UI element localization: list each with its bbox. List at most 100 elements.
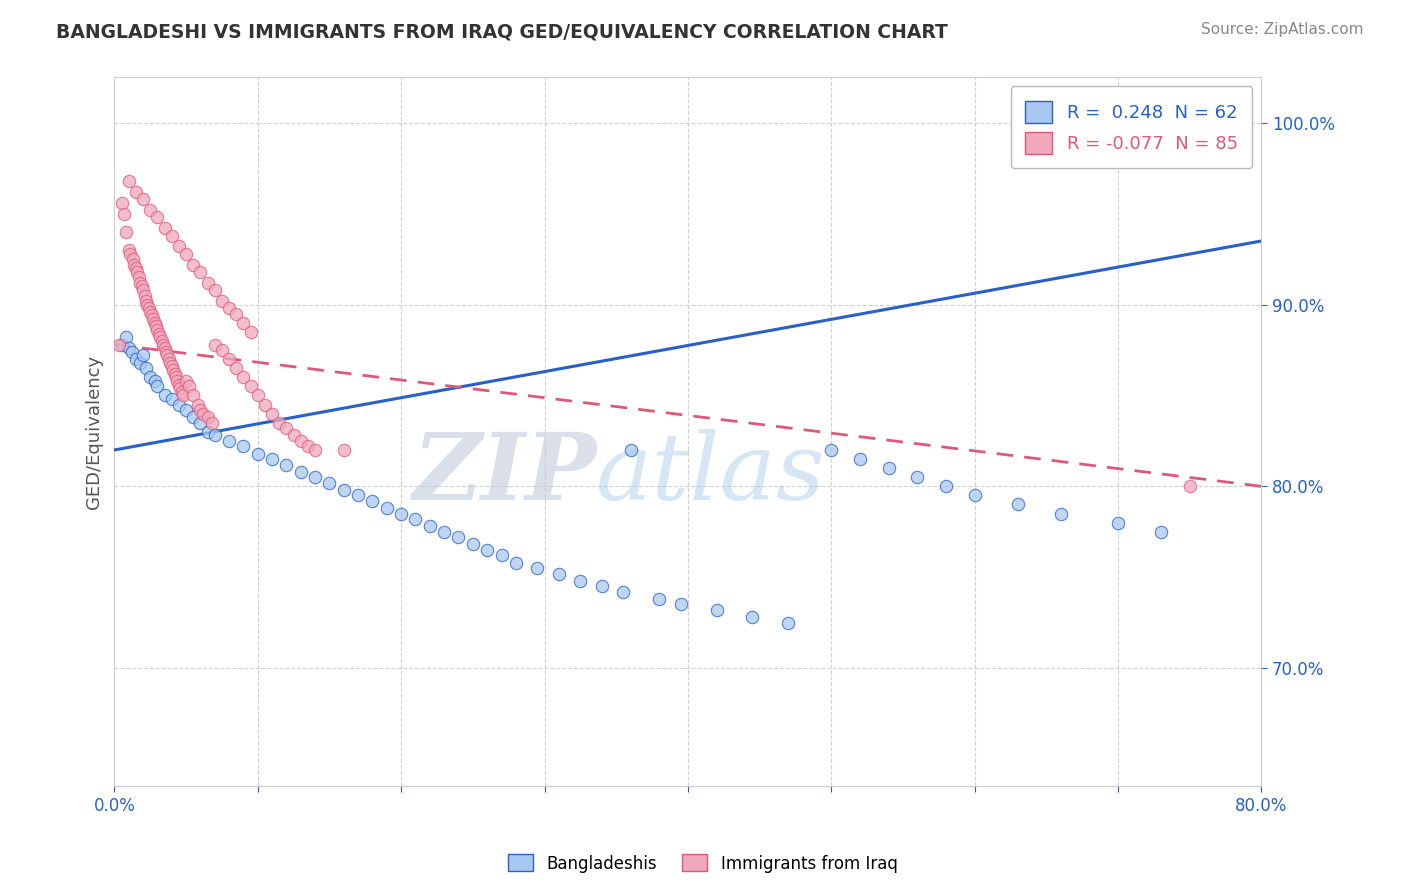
Point: [239, 325, 262, 339]
Point: [232, 316, 254, 330]
Point: [269, 416, 291, 430]
Point: [619, 442, 641, 457]
Point: [190, 403, 212, 417]
Point: [146, 379, 169, 393]
Point: [190, 416, 212, 430]
Point: [110, 337, 132, 351]
Point: [669, 598, 692, 612]
Point: [333, 483, 356, 497]
Point: [849, 452, 872, 467]
Point: [648, 591, 671, 606]
Point: [612, 584, 634, 599]
Point: [167, 377, 190, 392]
Point: [187, 398, 209, 412]
Point: [181, 410, 204, 425]
Point: [1192, 116, 1215, 130]
Point: [820, 442, 842, 457]
Point: [197, 425, 219, 439]
Point: [262, 452, 284, 467]
Point: [174, 374, 197, 388]
Point: [166, 374, 188, 388]
Point: [253, 398, 276, 412]
Point: [153, 221, 176, 235]
Point: [160, 392, 183, 406]
Point: [347, 488, 370, 502]
Point: [304, 470, 326, 484]
Point: [135, 293, 157, 308]
Point: [122, 252, 145, 267]
Point: [419, 519, 441, 533]
Point: [134, 288, 156, 302]
Point: [447, 530, 470, 544]
Point: [118, 243, 141, 257]
Text: atlas: atlas: [596, 429, 825, 519]
Point: [905, 470, 928, 484]
Point: [167, 239, 190, 253]
Point: [135, 361, 157, 376]
Point: [157, 352, 180, 367]
Point: [149, 330, 172, 344]
Point: [129, 356, 152, 370]
Point: [125, 185, 148, 199]
Point: [127, 265, 149, 279]
Point: [232, 370, 254, 384]
Point: [218, 352, 240, 367]
Point: [114, 207, 136, 221]
Point: [304, 442, 326, 457]
Text: BANGLADESHI VS IMMIGRANTS FROM IRAQ GED/EQUIVALENCY CORRELATION CHART: BANGLADESHI VS IMMIGRANTS FROM IRAQ GED/…: [56, 22, 948, 41]
Point: [118, 174, 141, 188]
Point: [1178, 479, 1201, 493]
Point: [433, 524, 456, 539]
Legend: Bangladeshis, Immigrants from Iraq: Bangladeshis, Immigrants from Iraq: [502, 847, 904, 880]
Point: [174, 403, 197, 417]
Point: [174, 246, 197, 260]
Point: [591, 579, 613, 593]
Point: [201, 416, 224, 430]
Point: [197, 276, 219, 290]
Point: [148, 326, 170, 341]
Point: [276, 458, 298, 472]
Point: [160, 228, 183, 243]
Point: [129, 276, 152, 290]
Point: [1150, 524, 1173, 539]
Point: [153, 341, 176, 355]
Point: [146, 323, 169, 337]
Point: [405, 512, 427, 526]
Point: [181, 258, 204, 272]
Point: [333, 442, 356, 457]
Point: [547, 566, 569, 581]
Point: [172, 388, 194, 402]
Point: [963, 488, 986, 502]
Point: [190, 265, 212, 279]
Point: [131, 279, 153, 293]
Point: [290, 434, 312, 448]
Point: [246, 388, 269, 402]
Point: [169, 381, 191, 395]
Point: [297, 439, 319, 453]
Point: [1049, 507, 1071, 521]
Point: [159, 356, 181, 370]
Point: [155, 344, 177, 359]
Point: [461, 537, 484, 551]
Point: [318, 475, 340, 490]
Point: [132, 192, 155, 206]
Point: [142, 312, 165, 326]
Point: [167, 398, 190, 412]
Point: [239, 379, 262, 393]
Point: [225, 361, 247, 376]
Point: [177, 379, 200, 393]
Point: [125, 261, 148, 276]
Point: [107, 337, 129, 351]
Text: ZIP: ZIP: [412, 429, 596, 519]
Point: [1007, 498, 1029, 512]
Point: [706, 603, 728, 617]
Point: [146, 211, 169, 225]
Point: [491, 549, 513, 563]
Point: [218, 434, 240, 448]
Point: [505, 556, 527, 570]
Point: [741, 610, 763, 624]
Point: [139, 203, 162, 218]
Point: [197, 410, 219, 425]
Text: Source: ZipAtlas.com: Source: ZipAtlas.com: [1201, 22, 1364, 37]
Y-axis label: GED/Equivalency: GED/Equivalency: [86, 355, 103, 508]
